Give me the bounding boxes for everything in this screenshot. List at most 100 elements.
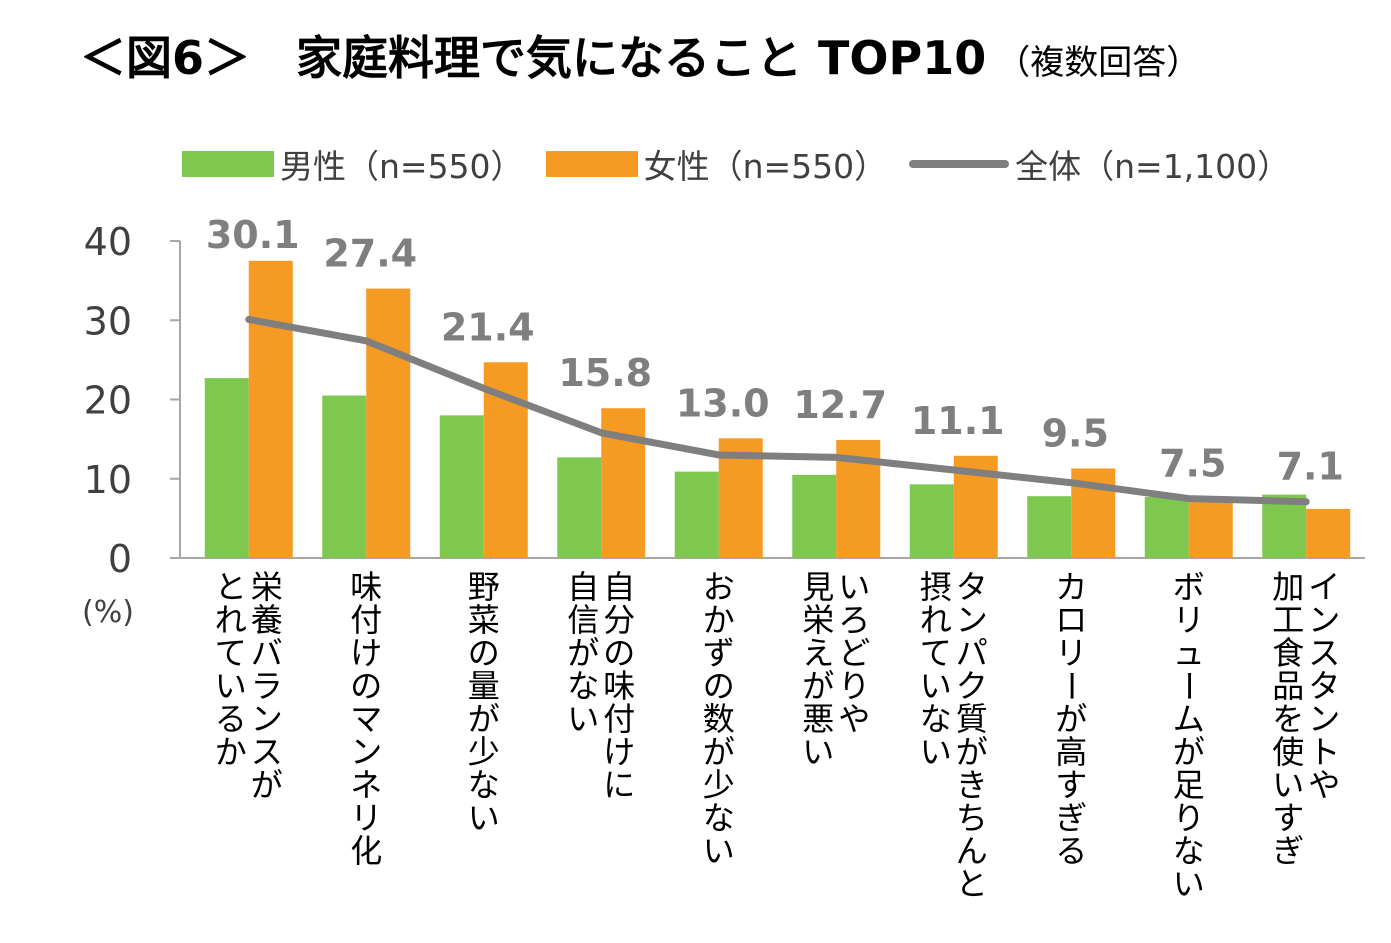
- x-category-label-char: 加: [1272, 568, 1304, 606]
- x-category-label-char: て: [920, 634, 952, 672]
- bar-male: [322, 395, 367, 558]
- x-category-label-char: マ: [350, 700, 382, 738]
- x-category-label-char: パ: [956, 634, 988, 672]
- data-label-total: 11.1: [911, 399, 1005, 443]
- bar-male: [909, 484, 954, 558]
- x-category-label-char: が: [802, 667, 834, 705]
- x-category-label-char: い: [920, 733, 952, 771]
- bar-male: [1262, 494, 1307, 558]
- x-category-label-char: が: [703, 733, 735, 771]
- x-category-label-char: 摂: [920, 568, 952, 606]
- x-category-label-char: る: [215, 700, 247, 738]
- bar-male: [792, 474, 837, 558]
- x-category-label-char: ス: [1308, 634, 1340, 672]
- legend-item-male: 男性（n=550）: [182, 140, 524, 188]
- bar-female: [1188, 500, 1233, 558]
- x-category-label-char: い: [920, 667, 952, 705]
- x-category-label-char: ラ: [251, 667, 283, 705]
- x-category-label-char: ぎ: [1055, 799, 1087, 837]
- legend-swatch-female: [545, 151, 638, 177]
- x-category-label-char: い: [838, 568, 870, 606]
- x-category-label-char: の: [603, 634, 635, 672]
- bar-female: [1306, 508, 1351, 558]
- x-category-label-char: 栄: [251, 568, 283, 606]
- x-category-label-char: 高: [1055, 733, 1087, 771]
- chart-title: ＜図6＞ 家庭料理で気になること TOP10 （複数回答）: [80, 22, 1200, 88]
- y-tick-label: 30: [84, 299, 132, 343]
- x-category-label-char: と: [956, 865, 988, 903]
- bar-male: [1027, 496, 1072, 558]
- bar-male: [557, 457, 602, 558]
- x-category-label-char: か: [215, 733, 247, 771]
- x-category-label-char: が: [1055, 700, 1087, 738]
- x-category-label-char: 数: [703, 700, 735, 738]
- x-category-label-char: 自: [603, 568, 635, 606]
- x-category-label-char: や: [1308, 766, 1340, 804]
- chart-title-sub: （複数回答）: [996, 43, 1201, 83]
- data-label-total: 9.5: [1042, 411, 1109, 455]
- x-category-label-char: 悪: [802, 700, 834, 738]
- bar-male: [439, 415, 484, 558]
- x-category-label-char: 分: [603, 601, 635, 639]
- x-category-label-char: る: [1055, 832, 1087, 870]
- x-category-label-char: に: [603, 766, 635, 804]
- x-category-label-char: 少: [703, 766, 735, 804]
- data-label-total: 7.5: [1159, 442, 1226, 486]
- x-category-label-char: い: [1173, 865, 1205, 903]
- x-category-label-char: れ: [215, 601, 247, 639]
- x-category-label-char: や: [838, 700, 870, 738]
- x-category-label-char: い: [703, 832, 735, 870]
- x-category-label-char: け: [603, 733, 635, 771]
- bar-female: [366, 288, 411, 558]
- x-category-label-char: タ: [1308, 667, 1340, 705]
- x-category-label-char: が: [567, 634, 599, 672]
- x-category-label-char: な: [567, 667, 599, 705]
- x-category-label-char: 量: [468, 667, 500, 705]
- x-category-label-char: 使: [1272, 733, 1304, 771]
- x-category-label-char: カ: [1055, 568, 1087, 606]
- y-axis-unit-label: (%): [82, 595, 134, 630]
- x-category-label-char: 味: [350, 568, 382, 606]
- y-tick-label: 20: [84, 379, 132, 423]
- y-tick-label: 40: [84, 220, 132, 264]
- x-category-label-char: の: [350, 667, 382, 705]
- x-category-label-char: 信: [567, 601, 599, 639]
- data-label-total: 27.4: [323, 232, 417, 276]
- x-category-label-char: ク: [956, 667, 988, 705]
- x-category-label-char: い: [802, 733, 834, 771]
- x-category-label-char: 野: [468, 568, 500, 606]
- legend-item-total: 全体（n=1,100）: [909, 140, 1290, 188]
- x-category-label-char: ム: [1173, 700, 1205, 738]
- x-category-label-char: の: [468, 634, 500, 672]
- data-label-total: 15.8: [558, 351, 652, 395]
- legend: 男性（n=550） 女性（n=550） 全体（n=1,100）: [182, 140, 1312, 188]
- data-label-total: 21.4: [441, 305, 535, 349]
- x-category-label-char: 質: [956, 700, 988, 738]
- x-category-label-char: ン: [350, 733, 382, 771]
- x-category-label-char: ず: [703, 634, 735, 672]
- x-category-label-char: を: [1272, 700, 1304, 738]
- x-category-label-char: が: [956, 733, 988, 771]
- legend-swatch-total: [909, 160, 1010, 168]
- x-category-label-char: が: [1173, 733, 1205, 771]
- chart-title-main: ＜図6＞ 家庭料理で気になること TOP10: [80, 31, 987, 85]
- x-category-label-char: れ: [920, 601, 952, 639]
- x-category-label-char: 栄: [802, 601, 834, 639]
- x-category-label-char: ス: [251, 733, 283, 771]
- x-category-label-char: 自: [567, 568, 599, 606]
- x-category-label-char: リ: [350, 799, 382, 837]
- x-category-label-char: い: [215, 667, 247, 705]
- x-category-label-char: な: [703, 799, 735, 837]
- data-label-total: 7.1: [1277, 445, 1344, 489]
- x-category-label-char: す: [1055, 766, 1087, 804]
- x-category-label-char: が: [468, 700, 500, 738]
- x-category-label-char: い: [567, 700, 599, 738]
- x-category-label-char: け: [350, 634, 382, 672]
- x-category-label-char: り: [1173, 799, 1205, 837]
- x-category-label-char: な: [1173, 832, 1205, 870]
- data-label-total: 13.0: [676, 381, 770, 425]
- x-category-label-char: ん: [956, 832, 988, 870]
- x-category-label-char: 菜: [468, 601, 500, 639]
- data-label-total: 30.1: [206, 213, 300, 257]
